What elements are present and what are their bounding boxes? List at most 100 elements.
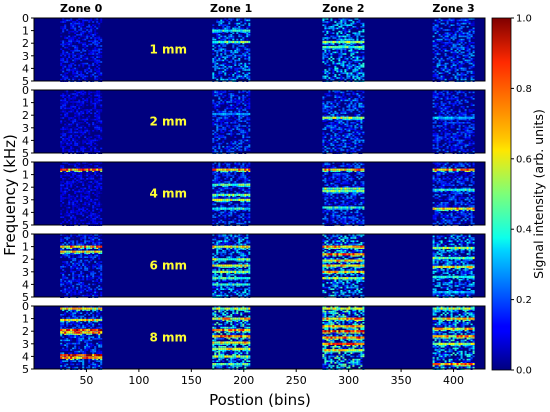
heat-cell [80, 42, 83, 44]
heat-cell [86, 213, 89, 215]
heat-cell [340, 130, 343, 132]
heat-cell [64, 99, 67, 102]
heat-cell [232, 166, 235, 169]
heat-cell [436, 29, 439, 31]
heat-cell [362, 24, 365, 26]
heat-cell [218, 96, 221, 98]
heat-cell [464, 146, 467, 148]
heat-cell [324, 126, 327, 129]
heat-cell [212, 93, 215, 95]
heat-cell [466, 128, 469, 130]
heat-cell [222, 59, 225, 62]
heat-cell [226, 117, 229, 119]
heat-cell [238, 59, 241, 62]
heat-cell [226, 98, 229, 100]
heat-cell [60, 26, 63, 28]
heat-cell [454, 34, 457, 36]
heat-cell [236, 59, 239, 62]
heat-cell [240, 144, 243, 146]
heat-cell [72, 56, 75, 58]
heat-cell [70, 42, 73, 44]
heat-cell [212, 61, 215, 63]
heat-cell [336, 35, 339, 38]
heat-cell [62, 162, 65, 164]
heat-cell [226, 162, 229, 164]
heat-cell [92, 40, 95, 42]
heat-cell [60, 195, 63, 198]
heat-cell [224, 18, 227, 20]
heat-cell [354, 34, 357, 36]
heat-cell [338, 59, 341, 62]
heat-cell [90, 91, 93, 94]
heat-cell [352, 51, 355, 54]
heat-cell [334, 62, 337, 65]
heat-cell [212, 173, 215, 175]
heat-cell [246, 202, 249, 204]
heat-cell [322, 150, 325, 153]
heat-cell [230, 214, 233, 217]
heat-cell [66, 90, 69, 92]
heat-cell [78, 22, 81, 25]
heat-cell [68, 194, 71, 196]
band-cell [216, 29, 219, 32]
band-cell [326, 48, 329, 50]
heat-cell [436, 77, 439, 79]
heat-cell [334, 176, 337, 178]
heat-cell [74, 128, 77, 130]
heat-cell [354, 165, 357, 167]
heat-cell [334, 77, 337, 79]
heat-cell [460, 46, 463, 49]
heat-cell [460, 61, 463, 63]
heat-cell [334, 24, 337, 26]
heat-cell [76, 70, 79, 73]
heat-cell [454, 139, 457, 142]
heat-cell [470, 118, 473, 121]
heat-cell [464, 122, 467, 124]
heat-cell [360, 136, 363, 138]
heat-cell [446, 74, 449, 76]
heat-cell [436, 74, 439, 76]
heat-cell [438, 139, 441, 142]
heat-cell [92, 141, 95, 143]
heat-cell [452, 102, 455, 105]
heat-cell [84, 165, 87, 167]
heat-cell [212, 72, 215, 74]
heat-cell [246, 18, 249, 20]
heat-cell [84, 99, 87, 102]
heat-cell [362, 173, 365, 175]
heat-cell [442, 107, 445, 110]
band-cell [340, 40, 343, 44]
heat-cell [324, 136, 327, 138]
heat-cell [94, 51, 97, 54]
heat-cell [326, 150, 329, 153]
heat-cell [344, 139, 347, 142]
heat-cell [78, 94, 81, 97]
heat-cell [224, 45, 227, 47]
band-cell [354, 46, 357, 49]
heat-cell [472, 126, 475, 129]
heat-cell [218, 24, 221, 26]
heat-cell [226, 142, 229, 145]
heat-cell [72, 210, 75, 212]
heat-cell [350, 141, 353, 143]
heat-cell [222, 94, 225, 97]
heat-cell [90, 144, 93, 146]
heat-cell [434, 24, 437, 26]
heat-cell [458, 32, 461, 34]
band-cell [338, 48, 341, 50]
heat-cell [212, 27, 215, 30]
heat-cell [462, 62, 465, 65]
heat-cell [244, 53, 247, 55]
heat-cell [334, 74, 337, 76]
heat-cell [60, 106, 63, 108]
heat-cell [84, 130, 87, 132]
heat-cell [350, 150, 353, 153]
heat-cell [350, 138, 353, 140]
heat-cell [218, 93, 221, 95]
heat-cell [84, 69, 87, 71]
heat-cell [86, 72, 89, 74]
heat-cell [80, 178, 83, 180]
heat-cell [224, 216, 227, 218]
heat-cell [464, 128, 467, 130]
heat-cell [346, 123, 349, 126]
